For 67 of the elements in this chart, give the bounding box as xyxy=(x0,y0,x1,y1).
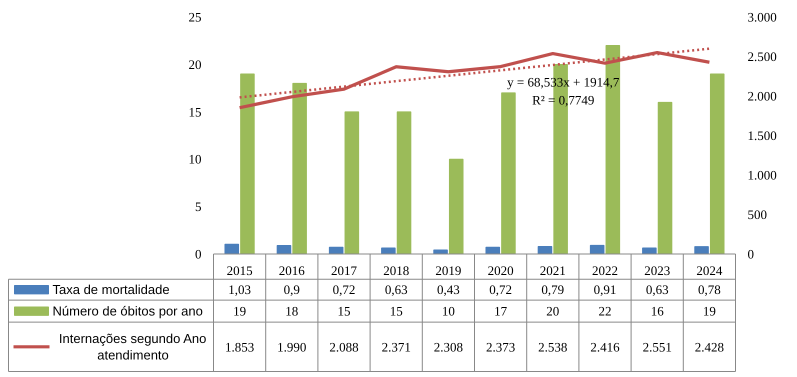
y2-tick-label: 3.000 xyxy=(748,10,777,25)
data-label: 16 xyxy=(650,304,664,319)
bar xyxy=(292,82,307,255)
x-tick-label: 2015 xyxy=(226,263,253,278)
data-label: 19 xyxy=(233,304,246,319)
bar xyxy=(501,92,516,255)
bar xyxy=(658,102,672,255)
y2-tick-label: 2.000 xyxy=(748,88,777,104)
y-tick-label: 15 xyxy=(188,104,202,120)
y-tick-label: 25 xyxy=(188,10,202,25)
data-label: 15 xyxy=(338,304,350,319)
y-tick-label: 5 xyxy=(195,199,202,214)
data-label: 22 xyxy=(598,304,612,319)
data-label: 20 xyxy=(546,304,560,319)
data-label: 0,9 xyxy=(284,282,300,298)
legend-label: Taxa de mortalidade xyxy=(52,282,170,298)
bar xyxy=(538,246,552,255)
y-tick-label: 20 xyxy=(188,56,202,72)
data-label: 19 xyxy=(702,304,716,319)
legend-label: Internações segundo Ano atendimento xyxy=(58,330,206,363)
bar xyxy=(240,73,255,255)
data-label: 10 xyxy=(442,304,455,319)
data-label: 0,91 xyxy=(594,282,616,298)
bar xyxy=(710,73,725,255)
data-label: 0,63 xyxy=(384,282,408,298)
x-tick-label: 2018 xyxy=(383,263,410,278)
y2-tick-label: 0 xyxy=(748,246,754,262)
y-tick-label: 0 xyxy=(195,246,202,262)
data-label: 2.373 xyxy=(486,339,516,354)
data-label: 2.371 xyxy=(382,339,411,354)
data-label: 2.416 xyxy=(590,339,620,354)
bar xyxy=(344,111,360,255)
data-label: 0,72 xyxy=(489,282,512,298)
data-label: 15 xyxy=(390,304,403,319)
x-tick-label: 2017 xyxy=(331,263,358,278)
data-label: 2.428 xyxy=(694,339,724,354)
data-label: 1,03 xyxy=(228,282,251,298)
data-label: 2.088 xyxy=(329,339,359,354)
data-label: 0,63 xyxy=(646,282,669,298)
x-tick-label: 2016 xyxy=(278,263,306,278)
x-tick-label: 2019 xyxy=(435,263,462,278)
y2-tick-label: 2.500 xyxy=(748,49,777,64)
data-label: 2.551 xyxy=(642,339,672,354)
line-series xyxy=(238,50,711,110)
data-label: 0,79 xyxy=(541,282,564,298)
y2-tick-label: 1.000 xyxy=(748,168,777,183)
data-label: 1.853 xyxy=(224,339,254,354)
legend-label: Número de óbitos por ano xyxy=(52,304,203,319)
data-label: 0,43 xyxy=(437,282,460,298)
bar xyxy=(448,158,464,255)
x-tick-label: 2023 xyxy=(644,263,670,278)
x-tick-label: 2021 xyxy=(540,263,566,278)
data-label: 0,72 xyxy=(332,282,356,298)
data-label: 17 xyxy=(494,304,508,319)
x-tick-label: 2024 xyxy=(696,263,723,278)
bar xyxy=(276,244,292,255)
bar xyxy=(396,111,412,255)
data-label: 18 xyxy=(285,304,298,319)
data-label: 0,78 xyxy=(698,282,721,298)
data-label: 2.538 xyxy=(538,339,568,354)
y2-tick-label: 1.500 xyxy=(748,128,777,144)
data-label: 2.308 xyxy=(434,339,464,354)
y-tick-label: 10 xyxy=(188,152,202,167)
x-tick-label: 2022 xyxy=(592,263,618,278)
x-tick-label: 2020 xyxy=(488,263,514,278)
data-label: 1.990 xyxy=(277,339,306,354)
y2-tick-label: 500 xyxy=(748,207,767,222)
